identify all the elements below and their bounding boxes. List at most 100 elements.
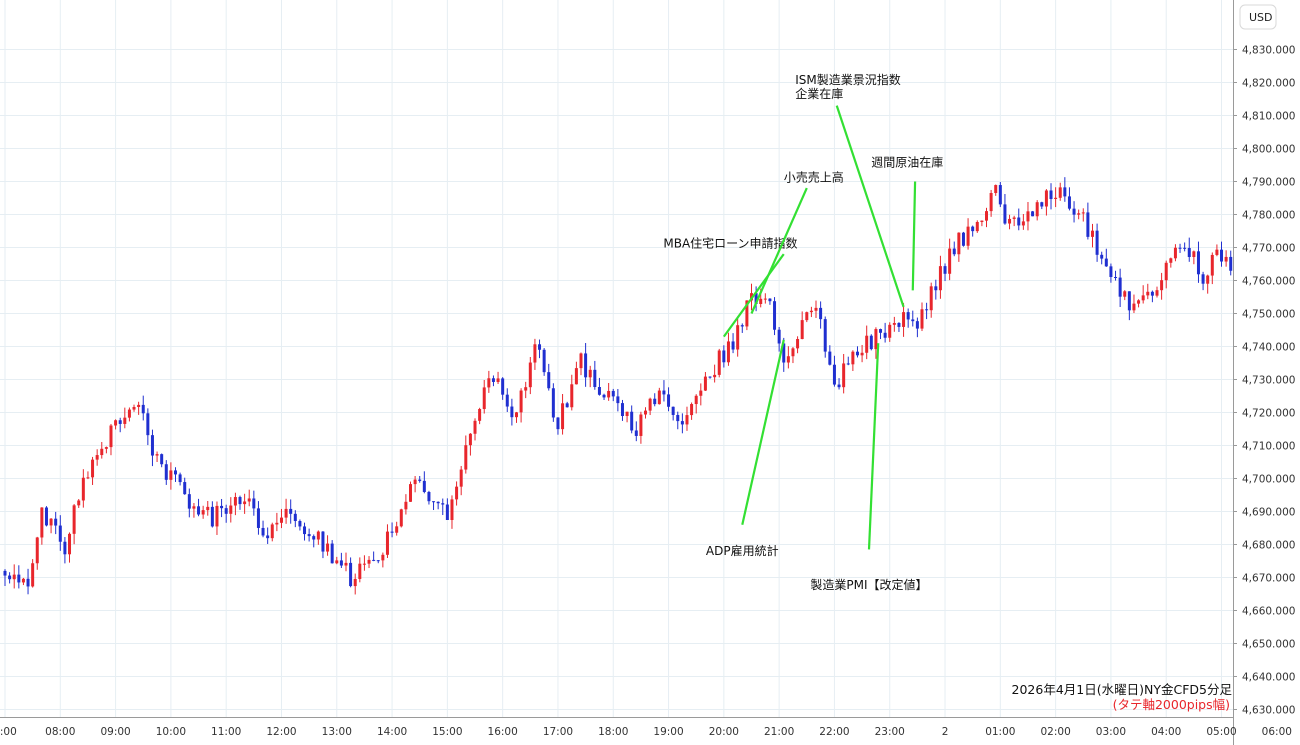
candle-body <box>141 404 145 414</box>
candle-body <box>279 517 283 523</box>
candle-body <box>879 329 883 333</box>
candle-body <box>528 362 532 388</box>
candle-body <box>892 322 896 325</box>
candle-body <box>547 372 551 389</box>
candle-body <box>252 498 256 509</box>
price-axis[interactable]: 4,630.000 4,640.000 4,650.000 4,660.000 4,67… <box>1233 0 1300 745</box>
time-tick-label: 16:00 <box>488 726 518 738</box>
candle-body <box>312 536 316 540</box>
candle-body <box>1118 277 1122 297</box>
candle-body <box>625 411 629 417</box>
price-tick-label: 4,720.000 <box>1242 408 1295 420</box>
chart-footnote-sub: (タテ軸2000pips幅) <box>1113 697 1230 712</box>
currency-box[interactable] <box>1239 4 1277 30</box>
candle-body <box>330 543 334 564</box>
candle-body <box>542 349 546 373</box>
candle-body <box>980 220 984 223</box>
candle-body <box>819 307 823 320</box>
time-tick-label: 22:00 <box>819 726 849 738</box>
candle-body <box>40 507 44 538</box>
candle-body <box>1137 300 1141 304</box>
candle-body <box>985 211 989 221</box>
candle-body <box>1187 247 1191 258</box>
candle-body <box>1081 212 1085 214</box>
candle-body <box>8 575 12 580</box>
candle-body <box>367 559 371 564</box>
time-tick-label: 09:00 <box>100 726 130 738</box>
price-tick-label: 4,800.000 <box>1242 144 1295 156</box>
candle-body <box>72 505 76 534</box>
candle-body <box>496 378 500 382</box>
candle-body <box>206 506 210 511</box>
candle-body <box>35 537 39 564</box>
candle-body <box>639 414 643 436</box>
candle-body <box>1210 254 1214 276</box>
candle-body <box>1146 291 1150 296</box>
time-tick-label: 05:00 <box>1206 726 1236 738</box>
candle-body <box>1008 218 1012 224</box>
time-tick-label: 18:00 <box>598 726 628 738</box>
candle-body <box>247 498 251 502</box>
time-tick-label: 12:00 <box>266 726 296 738</box>
candle-body <box>713 374 717 378</box>
candle-body <box>740 325 744 327</box>
candle-body <box>173 470 177 475</box>
annotation-label: 企業在庫 <box>795 86 843 101</box>
candle-body <box>782 343 786 363</box>
candle-body <box>846 363 850 365</box>
candle-body <box>828 351 832 365</box>
candle-body <box>86 477 90 479</box>
candle-body <box>726 341 730 363</box>
candle-body <box>805 312 809 321</box>
price-tick-label: 4,680.000 <box>1242 540 1295 552</box>
currency-label[interactable]: USD <box>1249 11 1273 24</box>
candle-body <box>358 563 362 579</box>
candle-body <box>256 508 260 528</box>
time-tick-label: 19:00 <box>653 726 683 738</box>
time-tick-label: 13:00 <box>322 726 352 738</box>
candle-body <box>422 480 426 492</box>
time-tick-label: 23:00 <box>875 726 905 738</box>
time-axis[interactable]: 7:00 08:00 09:00 10:00 11:00 12:00 13:00 14:00 1… <box>0 717 1300 745</box>
candle-body <box>418 479 422 481</box>
candle-body <box>759 298 763 304</box>
candle-body <box>238 497 242 505</box>
candle-body <box>680 421 684 425</box>
price-axis-background <box>1233 0 1300 745</box>
candle-body <box>160 454 164 465</box>
candle-body <box>1040 202 1044 207</box>
candle-body <box>335 560 339 564</box>
candle-body <box>948 248 952 274</box>
candle-body <box>478 409 482 421</box>
candle-body <box>736 325 740 350</box>
candle-body <box>851 351 855 365</box>
candle-body <box>994 185 998 194</box>
candle-body <box>12 574 16 580</box>
candle-body <box>284 508 288 518</box>
candle-body <box>597 386 601 395</box>
candle-body <box>3 570 7 576</box>
candle-body <box>662 390 666 395</box>
candle-body <box>49 518 53 526</box>
annotation-line <box>867 343 880 550</box>
candle-body <box>436 501 440 504</box>
candle-body <box>229 505 233 514</box>
candle-body <box>883 332 887 338</box>
candle-body <box>561 403 565 430</box>
time-tick-label: 01:00 <box>985 726 1015 738</box>
candle-body <box>717 350 721 375</box>
candle-body <box>220 505 224 509</box>
time-tick-label: 17:00 <box>543 726 573 738</box>
candle-body <box>132 406 136 410</box>
candle-body <box>694 395 698 405</box>
candle-body <box>1031 211 1035 217</box>
candle-body <box>109 425 113 448</box>
candle-body <box>224 508 228 514</box>
candle-body <box>1067 196 1071 209</box>
candle-body <box>1100 254 1104 259</box>
candle-body <box>21 578 25 583</box>
annotation-label: ADP雇用統計 <box>706 543 779 558</box>
candle-body <box>786 356 790 363</box>
candle-body <box>1049 190 1053 199</box>
candle-body <box>800 320 804 340</box>
